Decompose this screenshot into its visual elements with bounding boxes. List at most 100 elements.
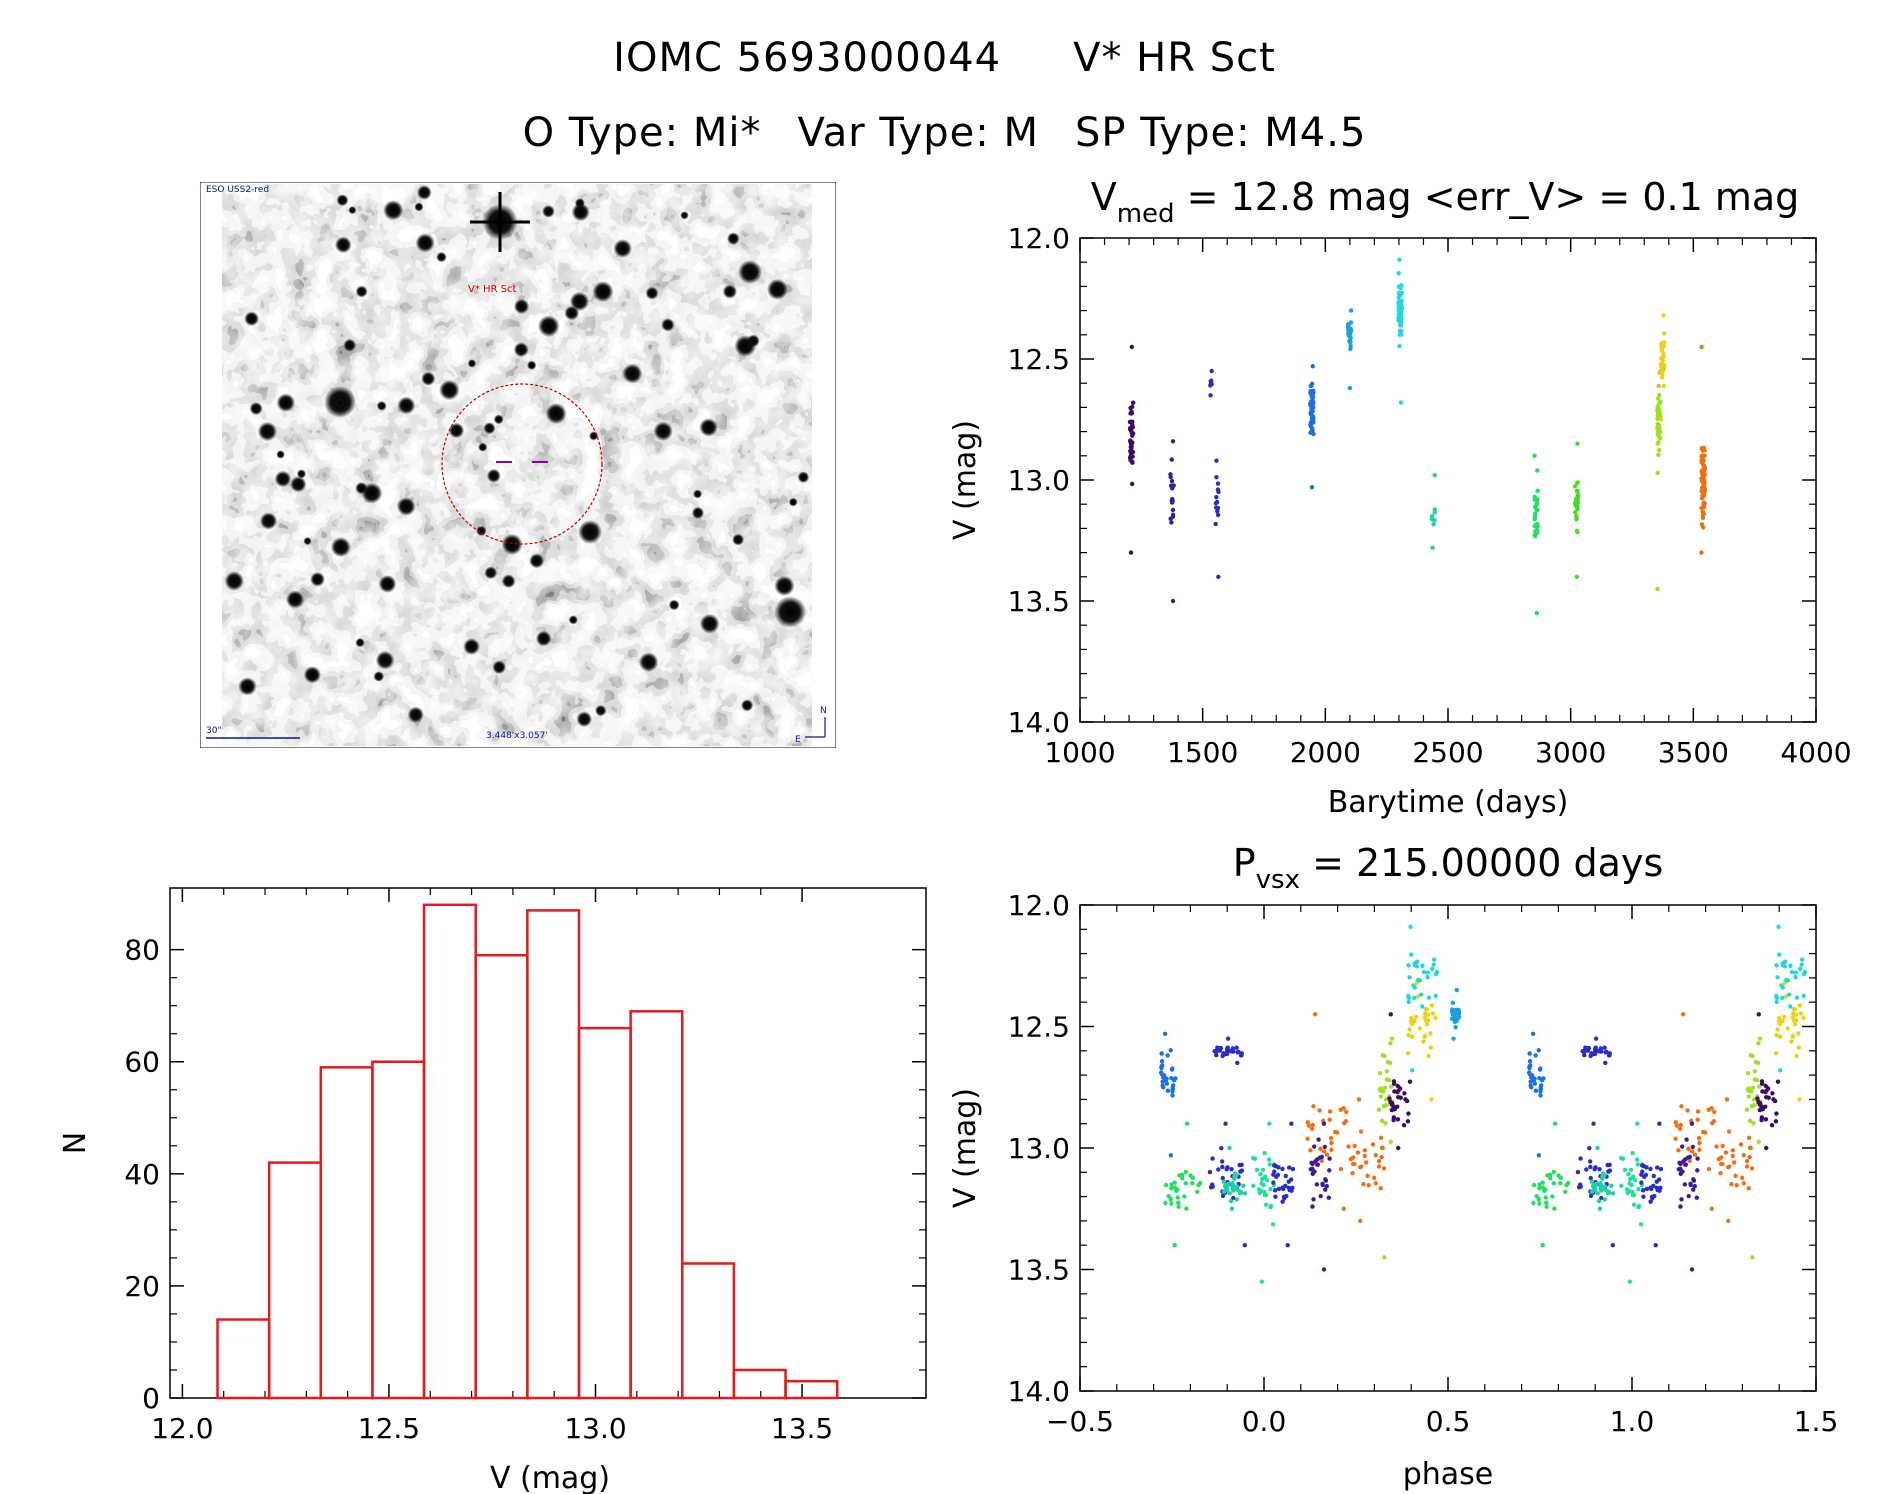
phased-point — [1268, 1204, 1273, 1210]
phased-point — [1789, 1039, 1794, 1044]
phased-point — [1158, 1070, 1164, 1075]
phased-point — [1184, 1121, 1190, 1126]
phased-point — [1684, 1137, 1689, 1142]
lightcurve-point — [1169, 457, 1174, 462]
phased-point — [1640, 1163, 1645, 1168]
lightcurve-point — [1534, 507, 1539, 512]
phased-point — [1696, 1135, 1702, 1141]
phased-ytick-label: 13.5 — [1008, 1254, 1070, 1287]
phased-point — [1770, 1091, 1775, 1096]
phased-point — [1764, 1145, 1769, 1151]
phased-point — [1695, 1168, 1700, 1173]
phased-point — [1378, 1186, 1383, 1191]
phased-point — [1644, 1165, 1649, 1170]
phased-point — [1726, 1218, 1731, 1224]
lightcurve-title-subscript: med — [1117, 199, 1175, 229]
phased-point — [1752, 1102, 1757, 1108]
phased-point — [1622, 1167, 1628, 1173]
field-star — [336, 194, 349, 207]
phased-point — [1587, 1159, 1593, 1164]
field-star — [375, 650, 395, 670]
phased-point — [1327, 1117, 1332, 1122]
phased-point — [1752, 1069, 1758, 1074]
phased-point — [1644, 1186, 1650, 1192]
phased-point — [1746, 1094, 1752, 1099]
phased-point — [1409, 1015, 1414, 1021]
finder-image-panel: V* HR Sct ESO USS2-red 30" 3.448'x3.057'… — [199, 181, 837, 749]
phased-point — [1312, 1012, 1318, 1017]
phased-point — [1692, 1184, 1697, 1189]
lightcurve-point — [1656, 452, 1661, 458]
phased-point — [1311, 1104, 1316, 1109]
field-star — [416, 184, 432, 200]
phased-point — [1578, 1156, 1583, 1161]
phased-point — [1318, 1193, 1323, 1199]
phased-point — [1262, 1174, 1268, 1179]
phased-point — [1689, 1267, 1695, 1272]
lightcurve-point — [1658, 411, 1663, 417]
phased-point — [1744, 1164, 1750, 1169]
field-star — [613, 239, 633, 258]
phased-point — [1598, 1183, 1604, 1189]
lightcurve-point — [1397, 343, 1402, 349]
phased-point — [1534, 1193, 1539, 1199]
lightcurve-point — [1662, 331, 1667, 336]
lightcurve-point — [1216, 574, 1221, 579]
phased-point — [1168, 1048, 1173, 1053]
phased-point — [1222, 1183, 1228, 1189]
phased-point — [1575, 1169, 1581, 1175]
phased-point — [1376, 1107, 1382, 1112]
phased-point — [1603, 1060, 1608, 1066]
phased-point — [1384, 1102, 1389, 1108]
phased-point — [1756, 1041, 1761, 1046]
phased-point — [1365, 1173, 1370, 1179]
phased-point — [1308, 1167, 1313, 1172]
field-star — [645, 286, 659, 300]
lightcurve-point — [1310, 416, 1316, 421]
phased-point — [1378, 1094, 1384, 1099]
field-star — [501, 533, 523, 555]
phased-point — [1777, 1021, 1783, 1027]
phased-point — [1164, 1081, 1170, 1086]
lightcurve-point — [1130, 433, 1135, 438]
scale-label: 30" — [206, 726, 222, 736]
phased-point — [1352, 1143, 1357, 1149]
histogram-xtick-label: 12.0 — [151, 1412, 213, 1445]
phased-point — [1241, 1183, 1246, 1189]
lightcurve-point — [1169, 520, 1174, 525]
field-star — [732, 533, 745, 546]
phased-point — [1678, 1204, 1683, 1209]
field-star — [595, 704, 607, 717]
lightcurve-point — [1661, 383, 1666, 389]
phased-point — [1234, 1045, 1239, 1050]
lightcurve-point — [1657, 407, 1662, 413]
field-star — [330, 536, 351, 558]
lightcurve-point — [1215, 512, 1221, 518]
phased-point — [1550, 1194, 1555, 1199]
phased-point — [1169, 1182, 1174, 1187]
phased-point — [1636, 1186, 1641, 1192]
lightcurve-point — [1170, 507, 1176, 513]
phased-point — [1231, 1188, 1236, 1193]
phased-point — [1746, 1135, 1752, 1141]
phased-point — [1424, 1006, 1430, 1012]
histogram-bar — [629, 1010, 684, 1400]
field-star — [373, 671, 385, 682]
phased-point — [1230, 1183, 1236, 1189]
phased-point — [1744, 1158, 1750, 1164]
phased-ylabel: V (mag) — [948, 1088, 983, 1208]
phased-point — [1540, 1185, 1546, 1190]
phased-point — [1165, 1088, 1171, 1093]
lightcurve-point — [1128, 450, 1134, 456]
phased-point — [1691, 1187, 1696, 1192]
field-star — [448, 422, 465, 439]
phased-point — [1232, 1176, 1237, 1181]
phased-point — [1755, 1060, 1761, 1066]
histogram-panel: 12.0 12.5 13.0 13.5 0 20 40 60 80 V (mag) N — [58, 887, 927, 1494]
field-star — [526, 360, 537, 370]
phased-point — [1159, 1058, 1165, 1064]
phased-point — [1214, 1052, 1219, 1058]
phased-point — [1391, 1079, 1397, 1084]
phased-point — [1588, 1193, 1594, 1199]
field-star — [334, 236, 352, 254]
